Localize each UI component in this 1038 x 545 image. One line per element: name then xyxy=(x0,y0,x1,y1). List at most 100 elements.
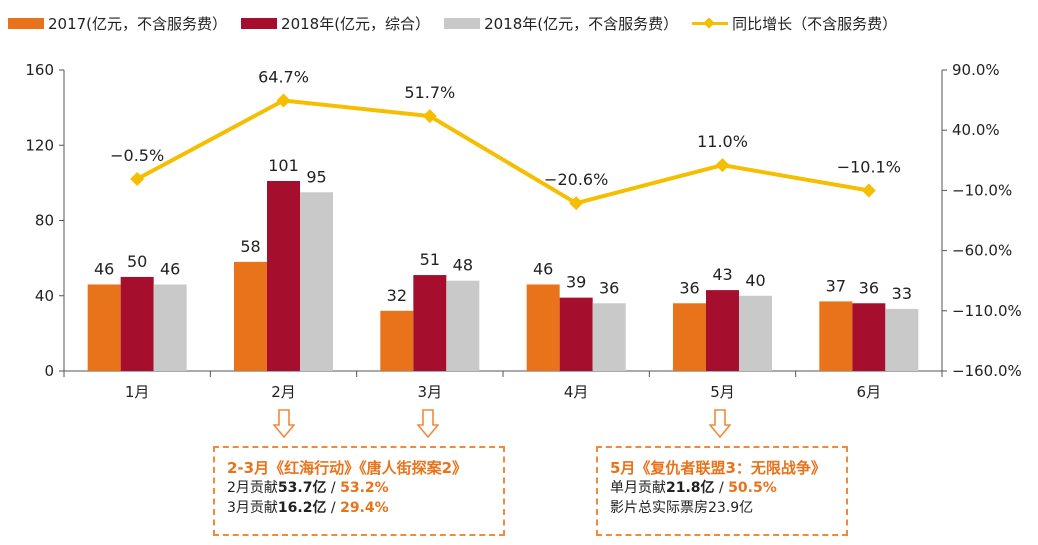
legend-item-2018-net: 2018年(亿元，不含服务费） xyxy=(444,13,678,34)
annotation-separator: / xyxy=(326,480,341,496)
annotation-separator: / xyxy=(326,500,341,516)
yoy-value-label: 11.0% xyxy=(697,132,748,151)
bar-value-label: 40 xyxy=(745,271,765,290)
bar xyxy=(559,297,593,371)
legend-swatch-2018-total xyxy=(241,17,278,29)
bar-value-label: 37 xyxy=(826,276,846,295)
bar-value-label: 48 xyxy=(453,256,473,275)
yoy-value-label: 64.7% xyxy=(258,67,309,86)
annotation-box-may: 5月《复仇者联盟3：无限战争》 单月贡献21.8亿 / 50.5% 影片总实际票… xyxy=(596,446,848,536)
annotation-title: 2-3月《红海行动》《唐人街探案2》 xyxy=(227,459,468,477)
yoy-point xyxy=(276,93,291,108)
bar-value-label: 43 xyxy=(712,265,732,284)
bar-value-label: 36 xyxy=(859,278,879,297)
left-axis-tick-label: 40 xyxy=(35,287,54,305)
bar xyxy=(446,280,480,371)
bar xyxy=(819,301,853,371)
annotation-title: 5月《复仇者联盟3：无限战争》 xyxy=(610,459,826,477)
x-axis-tick-label: 3月 xyxy=(418,383,443,401)
annotation-percent: 53.2% xyxy=(340,480,389,496)
right-axis-tick-label: −60.0% xyxy=(952,242,1012,260)
bar-value-label: 50 xyxy=(127,252,147,271)
annotation-value: 53.7亿 xyxy=(277,480,327,496)
bar xyxy=(413,275,447,371)
legend-swatch-2018-net xyxy=(444,17,481,29)
bar xyxy=(120,276,154,371)
annotation-label: 单月贡献 xyxy=(610,480,666,496)
bar-value-label: 33 xyxy=(892,284,912,303)
bar xyxy=(885,308,919,371)
annotation-line: 影片总实际票房23.9亿 xyxy=(610,500,754,516)
left-axis-tick-label: 80 xyxy=(35,212,54,230)
bar-value-label: 58 xyxy=(240,237,260,256)
yoy-point xyxy=(715,158,730,173)
bar xyxy=(852,303,886,371)
x-axis-tick-label: 5月 xyxy=(710,383,735,401)
bar-value-label: 95 xyxy=(306,167,326,186)
bar-value-label: 36 xyxy=(679,278,699,297)
legend-label-2018-total: 2018年(亿元，综合） xyxy=(281,14,431,33)
left-axis-tick-label: 160 xyxy=(25,61,54,79)
bar-value-label: 36 xyxy=(599,278,619,297)
yoy-line xyxy=(136,98,870,206)
down-arrow-icon-may xyxy=(709,409,731,439)
annotation-percent: 29.4% xyxy=(340,500,389,516)
bar-value-label: 46 xyxy=(160,259,180,278)
right-axis-tick-label: 40.0% xyxy=(952,121,1000,139)
legend-label-2018-net: 2018年(亿元，不含服务费） xyxy=(484,14,679,33)
annotation-value: 16.2亿 xyxy=(277,500,327,516)
down-arrow-icon-mar xyxy=(417,409,439,439)
yoy-point xyxy=(130,171,145,186)
bar-value-label: 46 xyxy=(94,259,114,278)
bar-value-label: 39 xyxy=(566,273,586,292)
legend-item-2018-total: 2018年(亿元，综合） xyxy=(241,13,430,34)
annotation-box-feb-mar: 2-3月《红海行动》《唐人街探案2》 2月贡献53.7亿 / 53.2% 3月贡… xyxy=(213,446,505,536)
bar xyxy=(153,284,187,371)
left-axis-tick-label: 120 xyxy=(25,136,54,154)
annotation-label: 3月贡献 xyxy=(227,500,278,516)
annotation-label: 2月贡献 xyxy=(227,480,278,496)
bar xyxy=(300,192,333,371)
annotation-value: 21.8亿 xyxy=(666,480,715,496)
legend-swatch-yoy xyxy=(692,18,729,29)
x-axis-tick-label: 4月 xyxy=(564,383,589,401)
bar xyxy=(234,261,267,371)
bar-value-label: 51 xyxy=(420,250,440,269)
bar-value-label: 46 xyxy=(533,259,553,278)
annotation-separator: / xyxy=(714,480,729,496)
annotation-line: 单月贡献21.8亿 / 50.5% xyxy=(610,478,836,498)
combo-chart: 0 40 80 120 160 −160.0% −110.0% −60.0% −10.0% 40.… xyxy=(25,61,1022,401)
chart-legend: 2017(亿元，不含服务费） 2018年(亿元，综合） 2018年(亿元，不含服… xyxy=(8,10,1038,36)
yoy-value-label: −10.1% xyxy=(837,158,901,177)
legend-label-2017: 2017(亿元，不含服务费） xyxy=(48,14,228,33)
right-axis-tick-label: −160.0% xyxy=(952,362,1022,380)
bar-value-label: 32 xyxy=(387,286,407,305)
down-arrow-icon-feb xyxy=(273,409,295,439)
annotation-percent: 50.5% xyxy=(728,480,777,496)
bar xyxy=(673,303,706,371)
left-axis-tick-label: 0 xyxy=(44,362,54,380)
legend-item-2017: 2017(亿元，不含服务费） xyxy=(8,13,227,34)
yoy-point xyxy=(422,109,437,124)
legend-item-yoy: 同比增长（不含服务费） xyxy=(692,13,897,34)
bar-value-label: 101 xyxy=(268,156,299,175)
bar xyxy=(87,284,121,371)
right-axis-tick-label: −110.0% xyxy=(952,302,1022,320)
legend-swatch-2017 xyxy=(8,17,44,29)
right-axis-tick-label: 90.0% xyxy=(952,61,1000,79)
yoy-value-label: −0.5% xyxy=(110,146,164,165)
bar xyxy=(380,310,414,371)
x-axis-tick-label: 2月 xyxy=(271,383,296,401)
bar xyxy=(739,295,772,371)
bar xyxy=(526,284,560,371)
bar xyxy=(706,290,739,371)
yoy-value-label: −20.6% xyxy=(544,170,608,189)
x-axis-tick-label: 1月 xyxy=(125,383,150,401)
legend-label-yoy: 同比增长（不含服务费） xyxy=(732,14,898,33)
bar xyxy=(592,303,626,371)
x-axis-tick-label: 6月 xyxy=(857,383,882,401)
yoy-point xyxy=(569,196,584,211)
yoy-value-label: 51.7% xyxy=(404,83,455,102)
right-axis-tick-label: −10.0% xyxy=(952,181,1012,199)
annotation-line: 3月贡献16.2亿 / 29.4% xyxy=(227,498,493,518)
